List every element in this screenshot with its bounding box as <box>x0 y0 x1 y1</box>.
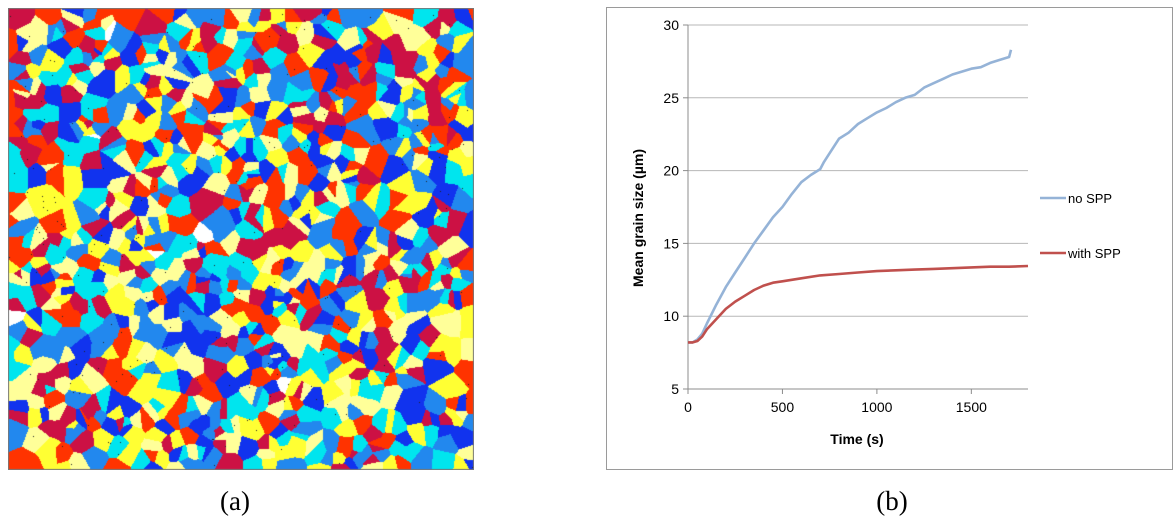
series-line-with-spp <box>688 264 1029 344</box>
legend-label: with SPP <box>1067 246 1121 261</box>
x-tick-label: 1000 <box>861 399 892 415</box>
panel-b-caption: (b) <box>876 486 908 516</box>
x-tick-label: 0 <box>684 399 692 415</box>
panel-a-caption: (a) <box>220 486 250 516</box>
y-tick-label: 15 <box>663 235 679 251</box>
axes <box>683 24 1028 394</box>
x-tick-label: 1500 <box>956 399 987 415</box>
y-tick-label: 20 <box>663 163 679 179</box>
chart-frame <box>606 7 1173 470</box>
y-tick-label: 5 <box>671 381 679 397</box>
legend: no SPP with SPP <box>1040 191 1121 261</box>
y-tick-labels: 5 10 15 20 25 30 <box>663 17 679 397</box>
series-line-no-spp <box>688 49 1013 344</box>
x-tick-label: 500 <box>771 399 795 415</box>
y-tick-label: 25 <box>663 90 679 106</box>
y-tick-label: 10 <box>663 308 679 324</box>
legend-label: no SPP <box>1068 191 1112 206</box>
x-axis-title: Time (s) <box>830 431 883 447</box>
y-tick-label: 30 <box>663 17 679 33</box>
gridlines <box>688 24 1028 317</box>
grain-microstructure-map <box>8 8 474 470</box>
x-tick-labels: 0 500 1000 1500 <box>684 399 987 415</box>
series-lines <box>688 49 1029 344</box>
y-axis-title: Mean grain size (µm) <box>630 149 646 287</box>
